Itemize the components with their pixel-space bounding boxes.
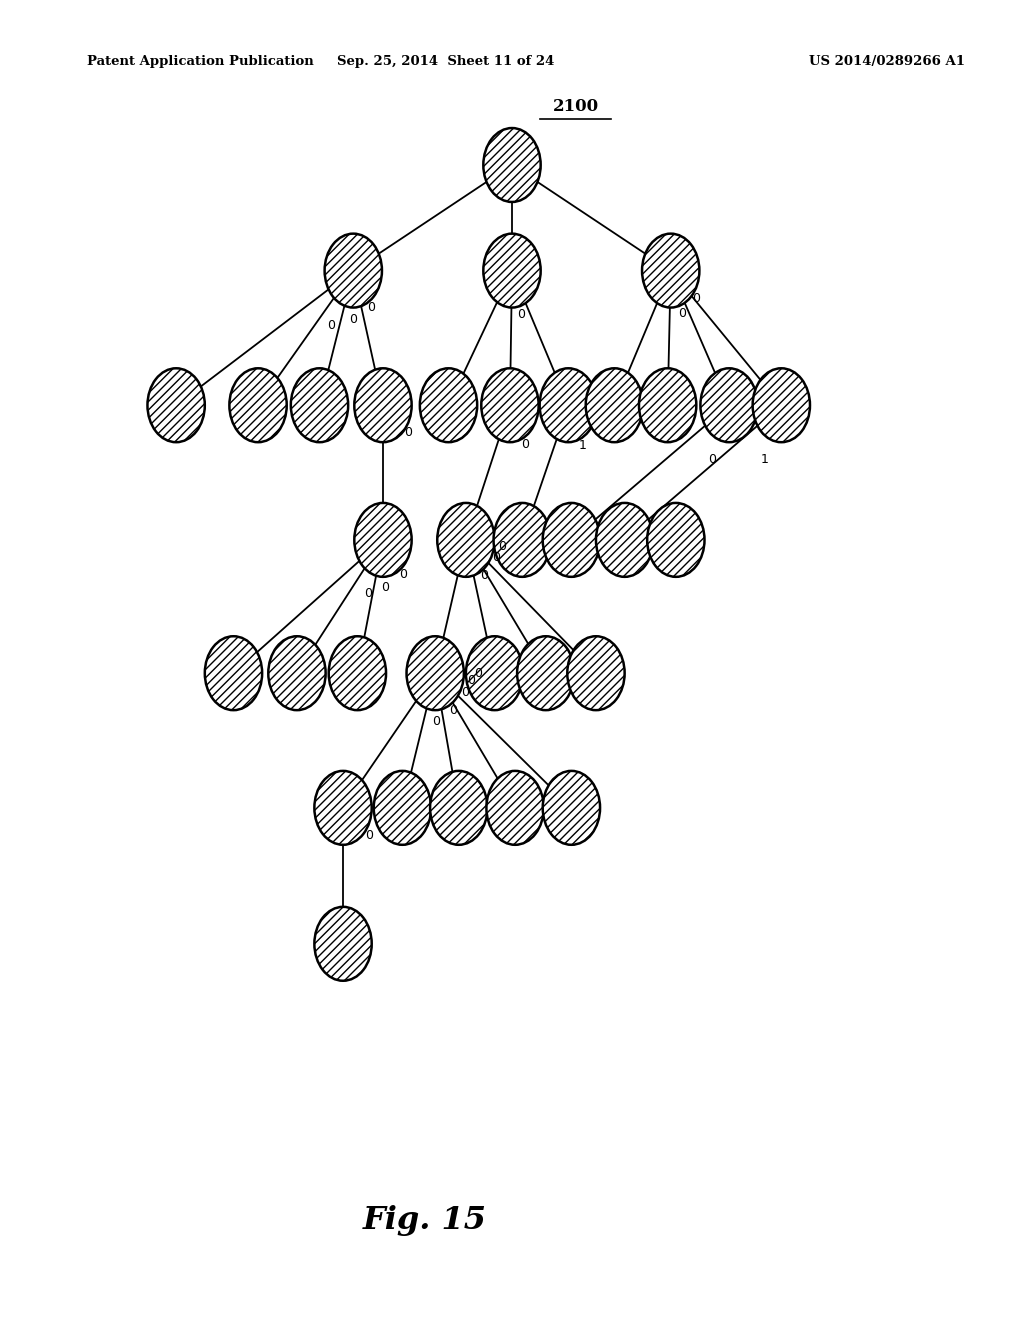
Text: Patent Application Publication: Patent Application Publication	[87, 55, 313, 69]
Text: 0: 0	[480, 569, 488, 582]
Ellipse shape	[430, 771, 487, 845]
Ellipse shape	[483, 128, 541, 202]
Ellipse shape	[486, 771, 544, 845]
Text: 0: 0	[474, 668, 482, 680]
Text: 0: 0	[382, 581, 389, 594]
Text: 0: 0	[498, 540, 506, 553]
Text: US 2014/0289266 A1: US 2014/0289266 A1	[809, 55, 965, 69]
Text: 0: 0	[367, 301, 375, 314]
Ellipse shape	[483, 234, 541, 308]
Ellipse shape	[420, 368, 477, 442]
Ellipse shape	[540, 368, 597, 442]
Ellipse shape	[543, 503, 600, 577]
Text: 0: 0	[327, 319, 335, 333]
Ellipse shape	[481, 368, 539, 442]
Text: 1: 1	[579, 440, 587, 451]
Text: 0: 0	[691, 292, 699, 305]
Text: 0: 0	[517, 308, 525, 321]
Ellipse shape	[314, 771, 372, 845]
Text: 2100: 2100	[552, 98, 599, 115]
Text: 0: 0	[364, 587, 372, 601]
Ellipse shape	[642, 234, 699, 308]
Ellipse shape	[325, 234, 382, 308]
Text: 0: 0	[432, 715, 440, 729]
Ellipse shape	[517, 636, 574, 710]
Ellipse shape	[329, 636, 386, 710]
Ellipse shape	[147, 368, 205, 442]
Text: 0: 0	[678, 306, 686, 319]
Ellipse shape	[354, 503, 412, 577]
Ellipse shape	[407, 636, 464, 710]
Ellipse shape	[639, 368, 696, 442]
Text: 0: 0	[349, 313, 357, 326]
Ellipse shape	[586, 368, 643, 442]
Text: 1: 1	[760, 453, 768, 466]
Ellipse shape	[466, 636, 523, 710]
Ellipse shape	[543, 771, 600, 845]
Text: 0: 0	[398, 568, 407, 581]
Text: 0: 0	[365, 829, 373, 842]
Text: 0: 0	[521, 438, 528, 451]
Ellipse shape	[596, 503, 653, 577]
Text: 0: 0	[461, 686, 469, 700]
Ellipse shape	[567, 636, 625, 710]
Ellipse shape	[354, 368, 412, 442]
Text: 0: 0	[708, 453, 716, 466]
Ellipse shape	[700, 368, 758, 442]
Ellipse shape	[647, 503, 705, 577]
Ellipse shape	[291, 368, 348, 442]
Ellipse shape	[494, 503, 551, 577]
Ellipse shape	[205, 636, 262, 710]
Ellipse shape	[437, 503, 495, 577]
Text: Sep. 25, 2014  Sheet 11 of 24: Sep. 25, 2014 Sheet 11 of 24	[337, 55, 554, 69]
Text: 0: 0	[404, 425, 413, 438]
Text: Fig. 15: Fig. 15	[362, 1205, 487, 1237]
Ellipse shape	[268, 636, 326, 710]
Ellipse shape	[374, 771, 431, 845]
Text: 0: 0	[493, 552, 501, 564]
Ellipse shape	[314, 907, 372, 981]
Ellipse shape	[229, 368, 287, 442]
Text: 0: 0	[450, 704, 457, 717]
Ellipse shape	[753, 368, 810, 442]
Text: 0: 0	[468, 673, 475, 686]
